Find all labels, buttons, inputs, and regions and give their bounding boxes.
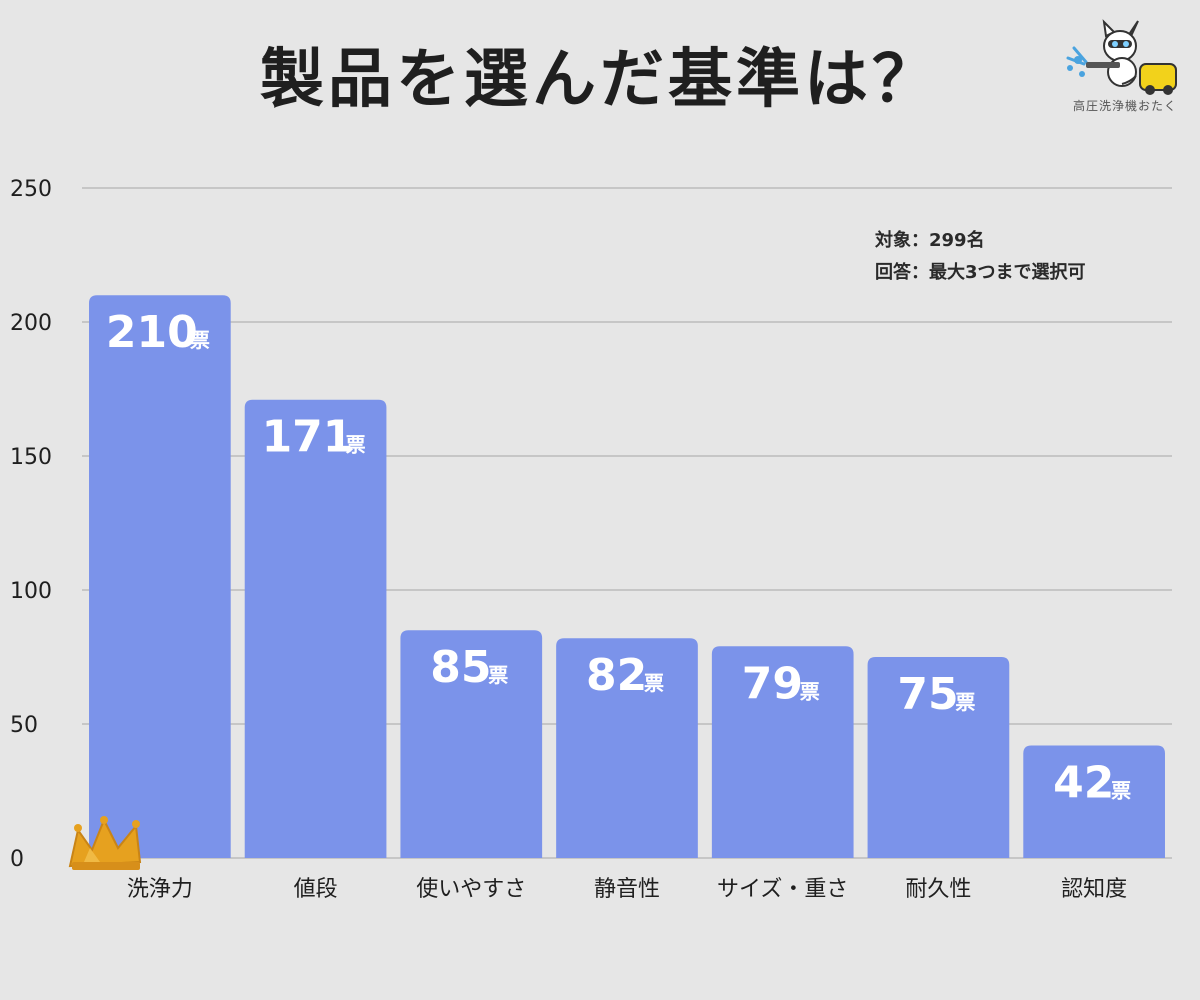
bar-value-unit: 票: [800, 679, 820, 703]
bar: [244, 399, 387, 858]
bar: [400, 630, 543, 858]
x-category-label: 使いやすさ: [416, 877, 526, 902]
crown-icon: [68, 816, 142, 870]
bar: [89, 295, 231, 858]
bar: [1023, 745, 1165, 858]
x-category-label: 耐久性: [905, 877, 971, 902]
page-title: 製品を選んだ基準は？: [260, 43, 940, 117]
survey-answer-rule: 回答：最大3つまで選択可: [875, 262, 1086, 283]
bar-value-unit: 票: [1111, 778, 1131, 802]
x-category-label: 認知度: [1061, 877, 1127, 902]
y-tick-label: 50: [10, 713, 38, 738]
bar-value-unit: 票: [346, 433, 366, 457]
bar: [867, 657, 1010, 858]
y-tick-label: 0: [10, 847, 24, 872]
survey-subject: 対象：299名: [875, 230, 985, 251]
y-tick-label: 100: [10, 579, 52, 604]
survey-note: 対象：299名 回答：最大3つまで選択可: [875, 225, 1086, 289]
x-category-label: 値段: [294, 877, 338, 902]
x-category-label: 静音性: [594, 877, 660, 902]
axis-labels: 0 50 100 150 200 250 洗浄力 値段 使いやすさ 静音性 サイズ・重さ 耐久性 認知度: [10, 177, 1127, 902]
bar-value-label: 42: [1053, 757, 1114, 808]
bar-value-unit: 票: [955, 690, 975, 714]
bar-value-label: 171: [262, 412, 354, 463]
bar-value-label: 85: [430, 642, 491, 693]
logo-caption: 高圧洗浄機おたく: [1072, 99, 1177, 113]
brand-logo: 高圧洗浄機おたく: [1060, 18, 1190, 114]
bar: [711, 646, 854, 858]
bar-value-label: 75: [897, 669, 958, 720]
dog-with-pressure-washer-icon: [1066, 19, 1177, 95]
bar-value-label: 82: [586, 650, 647, 701]
bar-value-unit: 票: [488, 663, 508, 687]
y-tick-label: 200: [10, 311, 52, 336]
y-tick-label: 150: [10, 445, 52, 470]
bar-value-unit: 票: [190, 328, 210, 352]
bar-value-label: 79: [742, 658, 803, 709]
bar-value-label: 210: [106, 307, 198, 358]
bar: [556, 638, 698, 858]
y-tick-label: 250: [10, 177, 52, 202]
x-category-label: サイズ・重さ: [717, 877, 848, 902]
bar-value-unit: 票: [644, 671, 664, 695]
x-category-label: 洗浄力: [127, 877, 193, 902]
